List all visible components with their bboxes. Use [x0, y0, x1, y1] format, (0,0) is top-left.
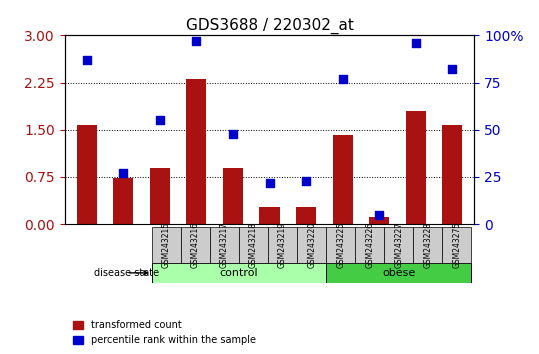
Bar — [443, 125, 462, 224]
Point — [229, 131, 237, 136]
FancyBboxPatch shape — [268, 227, 297, 263]
Text: GSM243228: GSM243228 — [423, 222, 432, 268]
FancyBboxPatch shape — [152, 227, 181, 263]
FancyBboxPatch shape — [239, 227, 268, 263]
Point — [302, 178, 310, 184]
Point — [448, 67, 457, 72]
Text: GSM243227: GSM243227 — [395, 222, 403, 268]
FancyBboxPatch shape — [384, 227, 413, 263]
Bar — [296, 207, 316, 224]
Text: obese: obese — [382, 268, 416, 278]
Point — [155, 118, 164, 123]
Bar — [77, 125, 96, 224]
FancyBboxPatch shape — [413, 227, 443, 263]
FancyBboxPatch shape — [210, 227, 239, 263]
Point — [265, 180, 274, 185]
Bar — [406, 111, 426, 224]
Point — [375, 212, 384, 218]
Text: GSM243215: GSM243215 — [162, 222, 171, 268]
FancyBboxPatch shape — [152, 263, 326, 283]
FancyBboxPatch shape — [181, 227, 210, 263]
Bar — [369, 217, 389, 224]
FancyBboxPatch shape — [443, 227, 472, 263]
Point — [411, 40, 420, 46]
Text: GSM243226: GSM243226 — [365, 222, 374, 268]
FancyBboxPatch shape — [297, 227, 326, 263]
Bar — [223, 167, 243, 224]
Text: GSM243216: GSM243216 — [191, 222, 200, 268]
Title: GDS3688 / 220302_at: GDS3688 / 220302_at — [185, 18, 354, 34]
Bar — [150, 167, 170, 224]
Text: disease state: disease state — [94, 268, 159, 278]
FancyBboxPatch shape — [326, 227, 355, 263]
Text: GSM243217: GSM243217 — [220, 222, 229, 268]
Point — [338, 76, 347, 82]
FancyBboxPatch shape — [326, 263, 472, 283]
Legend: transformed count, percentile rank within the sample: transformed count, percentile rank withi… — [70, 316, 260, 349]
Bar — [333, 135, 353, 224]
Point — [82, 57, 91, 63]
Bar — [113, 178, 133, 224]
Text: GSM243218: GSM243218 — [249, 222, 258, 268]
Text: GSM243220: GSM243220 — [307, 222, 316, 268]
Point — [192, 38, 201, 44]
Text: GSM243275: GSM243275 — [452, 222, 461, 268]
Bar — [259, 207, 280, 224]
Point — [119, 170, 128, 176]
Text: GSM243225: GSM243225 — [336, 222, 345, 268]
FancyBboxPatch shape — [355, 227, 384, 263]
Text: control: control — [220, 268, 258, 278]
Text: GSM243219: GSM243219 — [278, 222, 287, 268]
Bar — [186, 79, 206, 224]
